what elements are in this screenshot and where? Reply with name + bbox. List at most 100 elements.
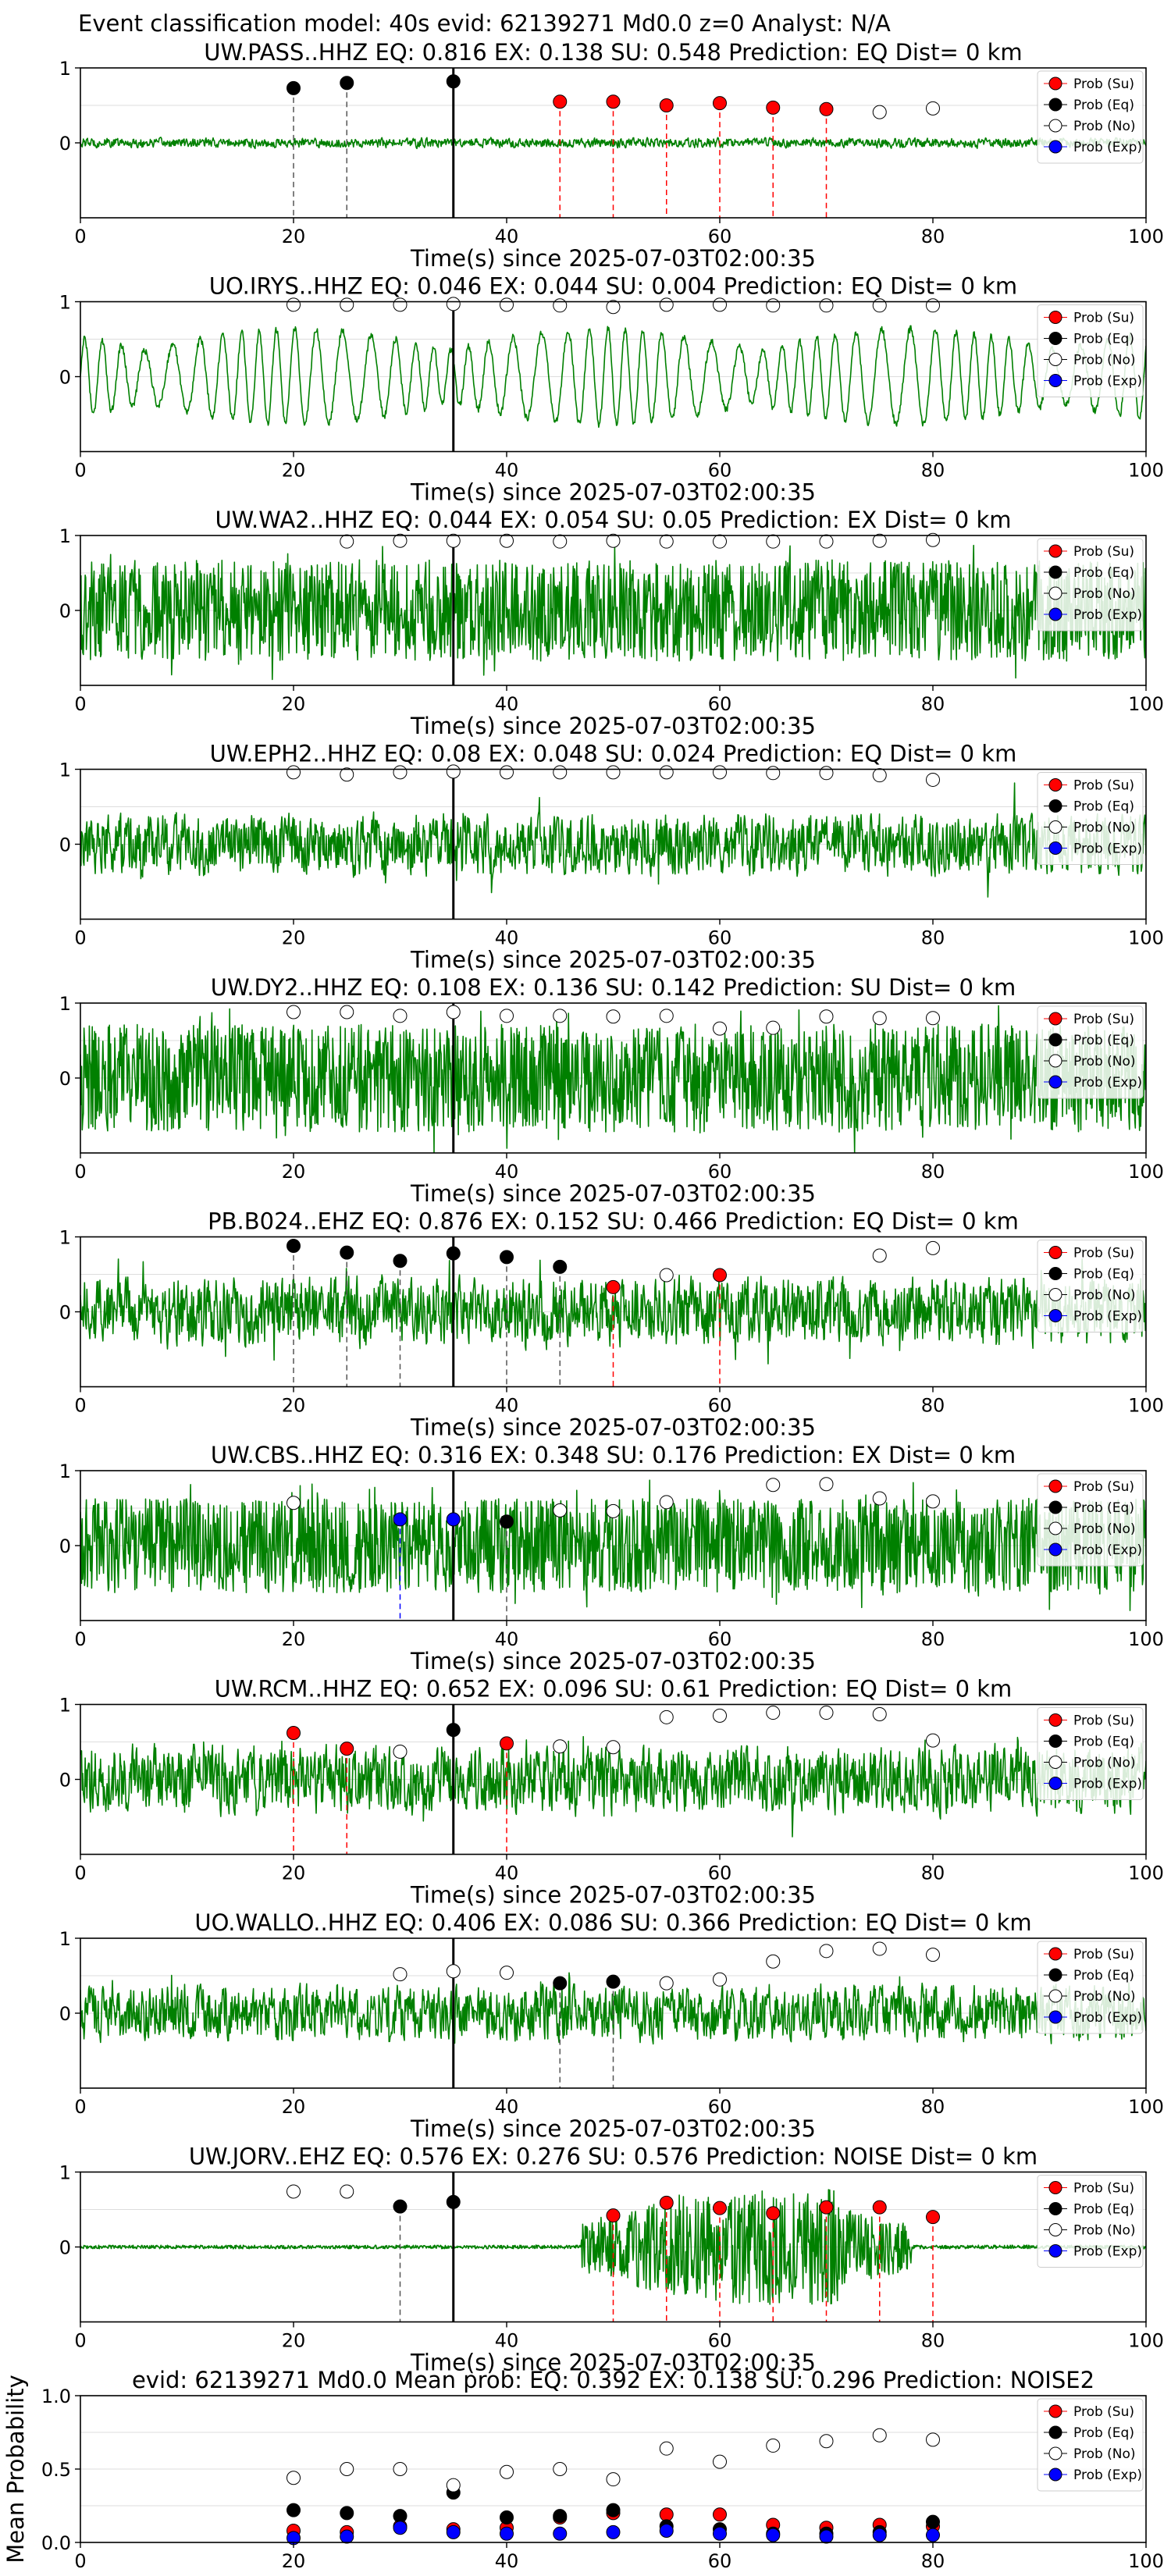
prob-marker-no (606, 1503, 621, 1518)
legend-box (1037, 1240, 1144, 1332)
panel-title: PB.B024..EHZ EQ: 0.876 EX: 0.152 SU: 0.4… (208, 1208, 1019, 1235)
prob-marker-no (500, 2464, 514, 2479)
y-tick-label: 1 (59, 1461, 71, 1482)
panel-title: evid: 62139271 Md0.0 Mean prob: EQ: 0.39… (132, 2367, 1094, 2393)
y-tick-label: 1 (59, 1695, 71, 1717)
legend-label: Prob (Su) (1073, 2181, 1134, 2197)
y-tick-label: 0.0 (41, 2532, 71, 2554)
legend-box (1037, 2398, 1144, 2492)
legend-marker (1048, 2181, 1062, 2194)
legend-label: Prob (No) (1073, 353, 1136, 368)
x-tick-label: 60 (708, 693, 732, 715)
x-tick-label: 100 (1128, 2550, 1164, 2572)
prob-marker-no (659, 297, 674, 312)
x-tick-label: 40 (495, 1628, 519, 1650)
prob-marker-exp (446, 1512, 461, 1527)
x-tick-label: 60 (708, 2096, 732, 2118)
legend-marker (1048, 353, 1062, 366)
legend-label: Prob (No) (1073, 1989, 1136, 2005)
prob-marker-no (500, 533, 514, 548)
y-tick-label: 0 (59, 1770, 71, 1791)
prob-marker-exp (659, 2523, 674, 2538)
legend-marker (1048, 2202, 1062, 2215)
prob-marker-exp (553, 2526, 568, 2541)
plot-area (80, 1938, 1146, 2088)
legend-marker (1048, 1756, 1062, 1769)
prob-marker-no (340, 2184, 354, 2199)
x-tick-label: 60 (708, 2330, 732, 2352)
prob-marker-no (819, 2434, 834, 2449)
y-tick-label: 1 (59, 58, 71, 80)
prob-marker-no (606, 533, 621, 548)
prob-marker-su (713, 1268, 727, 1283)
x-tick-label: 100 (1128, 2330, 1164, 2352)
station-panel: UO.IRYS..HHZ EQ: 0.046 EX: 0.044 SU: 0.0… (59, 273, 1164, 506)
legend-marker (1048, 1500, 1062, 1514)
legend-box (1037, 1941, 1144, 2034)
y-tick-label: 0 (59, 1535, 71, 1557)
prob-marker-no (500, 1966, 514, 1980)
x-axis-label: Time(s) since 2025-07-03T02:00:35 (410, 2350, 816, 2376)
legend-marker (1048, 1521, 1062, 1535)
legend-marker (1048, 2404, 1062, 2418)
x-tick-label: 40 (495, 1161, 519, 1183)
figure-suptitle: Event classification model: 40s evid: 62… (78, 10, 891, 37)
legend-marker (1048, 1735, 1062, 1748)
x-tick-label: 40 (495, 2330, 519, 2352)
x-tick-label: 60 (708, 927, 732, 949)
waveform-trace (80, 137, 1146, 150)
x-axis-label: Time(s) since 2025-07-03T02:00:35 (410, 713, 816, 739)
prob-marker-su (340, 1742, 354, 1756)
legend-label: Prob (Su) (1073, 778, 1134, 794)
prob-marker-no (393, 297, 408, 312)
prob-marker-su (872, 2200, 887, 2215)
prob-marker-no (446, 764, 461, 779)
y-tick-label: 0 (59, 600, 71, 622)
prob-marker-eq (446, 74, 461, 89)
panel-title: UO.WALLO..HHZ EQ: 0.406 EX: 0.086 SU: 0.… (194, 1909, 1031, 1936)
prob-marker-no (553, 2462, 568, 2476)
prob-marker-no (713, 1021, 727, 1036)
x-tick-label: 80 (921, 693, 945, 715)
prob-marker-no (926, 772, 940, 787)
legend-marker (1048, 841, 1062, 855)
x-axis-label: Time(s) since 2025-07-03T02:00:35 (410, 479, 816, 506)
prob-marker-exp (766, 2528, 781, 2542)
waveform-trace (80, 782, 1146, 898)
prob-marker-eq (553, 1976, 568, 1991)
plot-area (80, 2172, 1146, 2322)
prob-marker-no (872, 298, 887, 313)
prob-marker-no (819, 1944, 834, 1959)
prob-marker-exp (393, 1512, 408, 1527)
prob-marker-eq (606, 1974, 621, 1989)
prob-marker-no (872, 1941, 887, 1956)
prob-marker-no (926, 101, 940, 116)
prob-marker-no (606, 765, 621, 780)
prob-marker-no (926, 1733, 940, 1748)
prob-marker-no (713, 2454, 727, 2469)
x-tick-label: 20 (282, 2330, 306, 2352)
prob-marker-su (766, 2206, 781, 2221)
prob-marker-no (340, 767, 354, 782)
x-axis-label: Time(s) since 2025-07-03T02:00:35 (410, 1180, 816, 1207)
legend-label: Prob (Eq) (1073, 98, 1134, 113)
prob-marker-no (819, 298, 834, 313)
legend-marker (1048, 1309, 1062, 1322)
prob-marker-no (287, 1496, 301, 1510)
y-tick-label: 0 (59, 367, 71, 389)
legend-label: Prob (Exp) (1073, 2244, 1142, 2260)
prob-marker-su (713, 2507, 727, 2522)
x-tick-label: 40 (495, 1863, 519, 1884)
prob-marker-eq (500, 2510, 514, 2525)
x-tick-label: 20 (282, 1161, 306, 1183)
x-tick-label: 60 (708, 2550, 732, 2572)
legend-box (1037, 304, 1144, 397)
prob-marker-no (393, 1967, 408, 1982)
x-axis-label: Time(s) since 2025-07-03T02:00:35 (410, 947, 816, 973)
legend-label: Prob (No) (1073, 1521, 1136, 1537)
prob-marker-no (819, 766, 834, 781)
legend-marker (1048, 1542, 1062, 1557)
prob-marker-no (659, 1710, 674, 1724)
prob-marker-no (766, 534, 781, 549)
legend-marker (1048, 607, 1062, 621)
